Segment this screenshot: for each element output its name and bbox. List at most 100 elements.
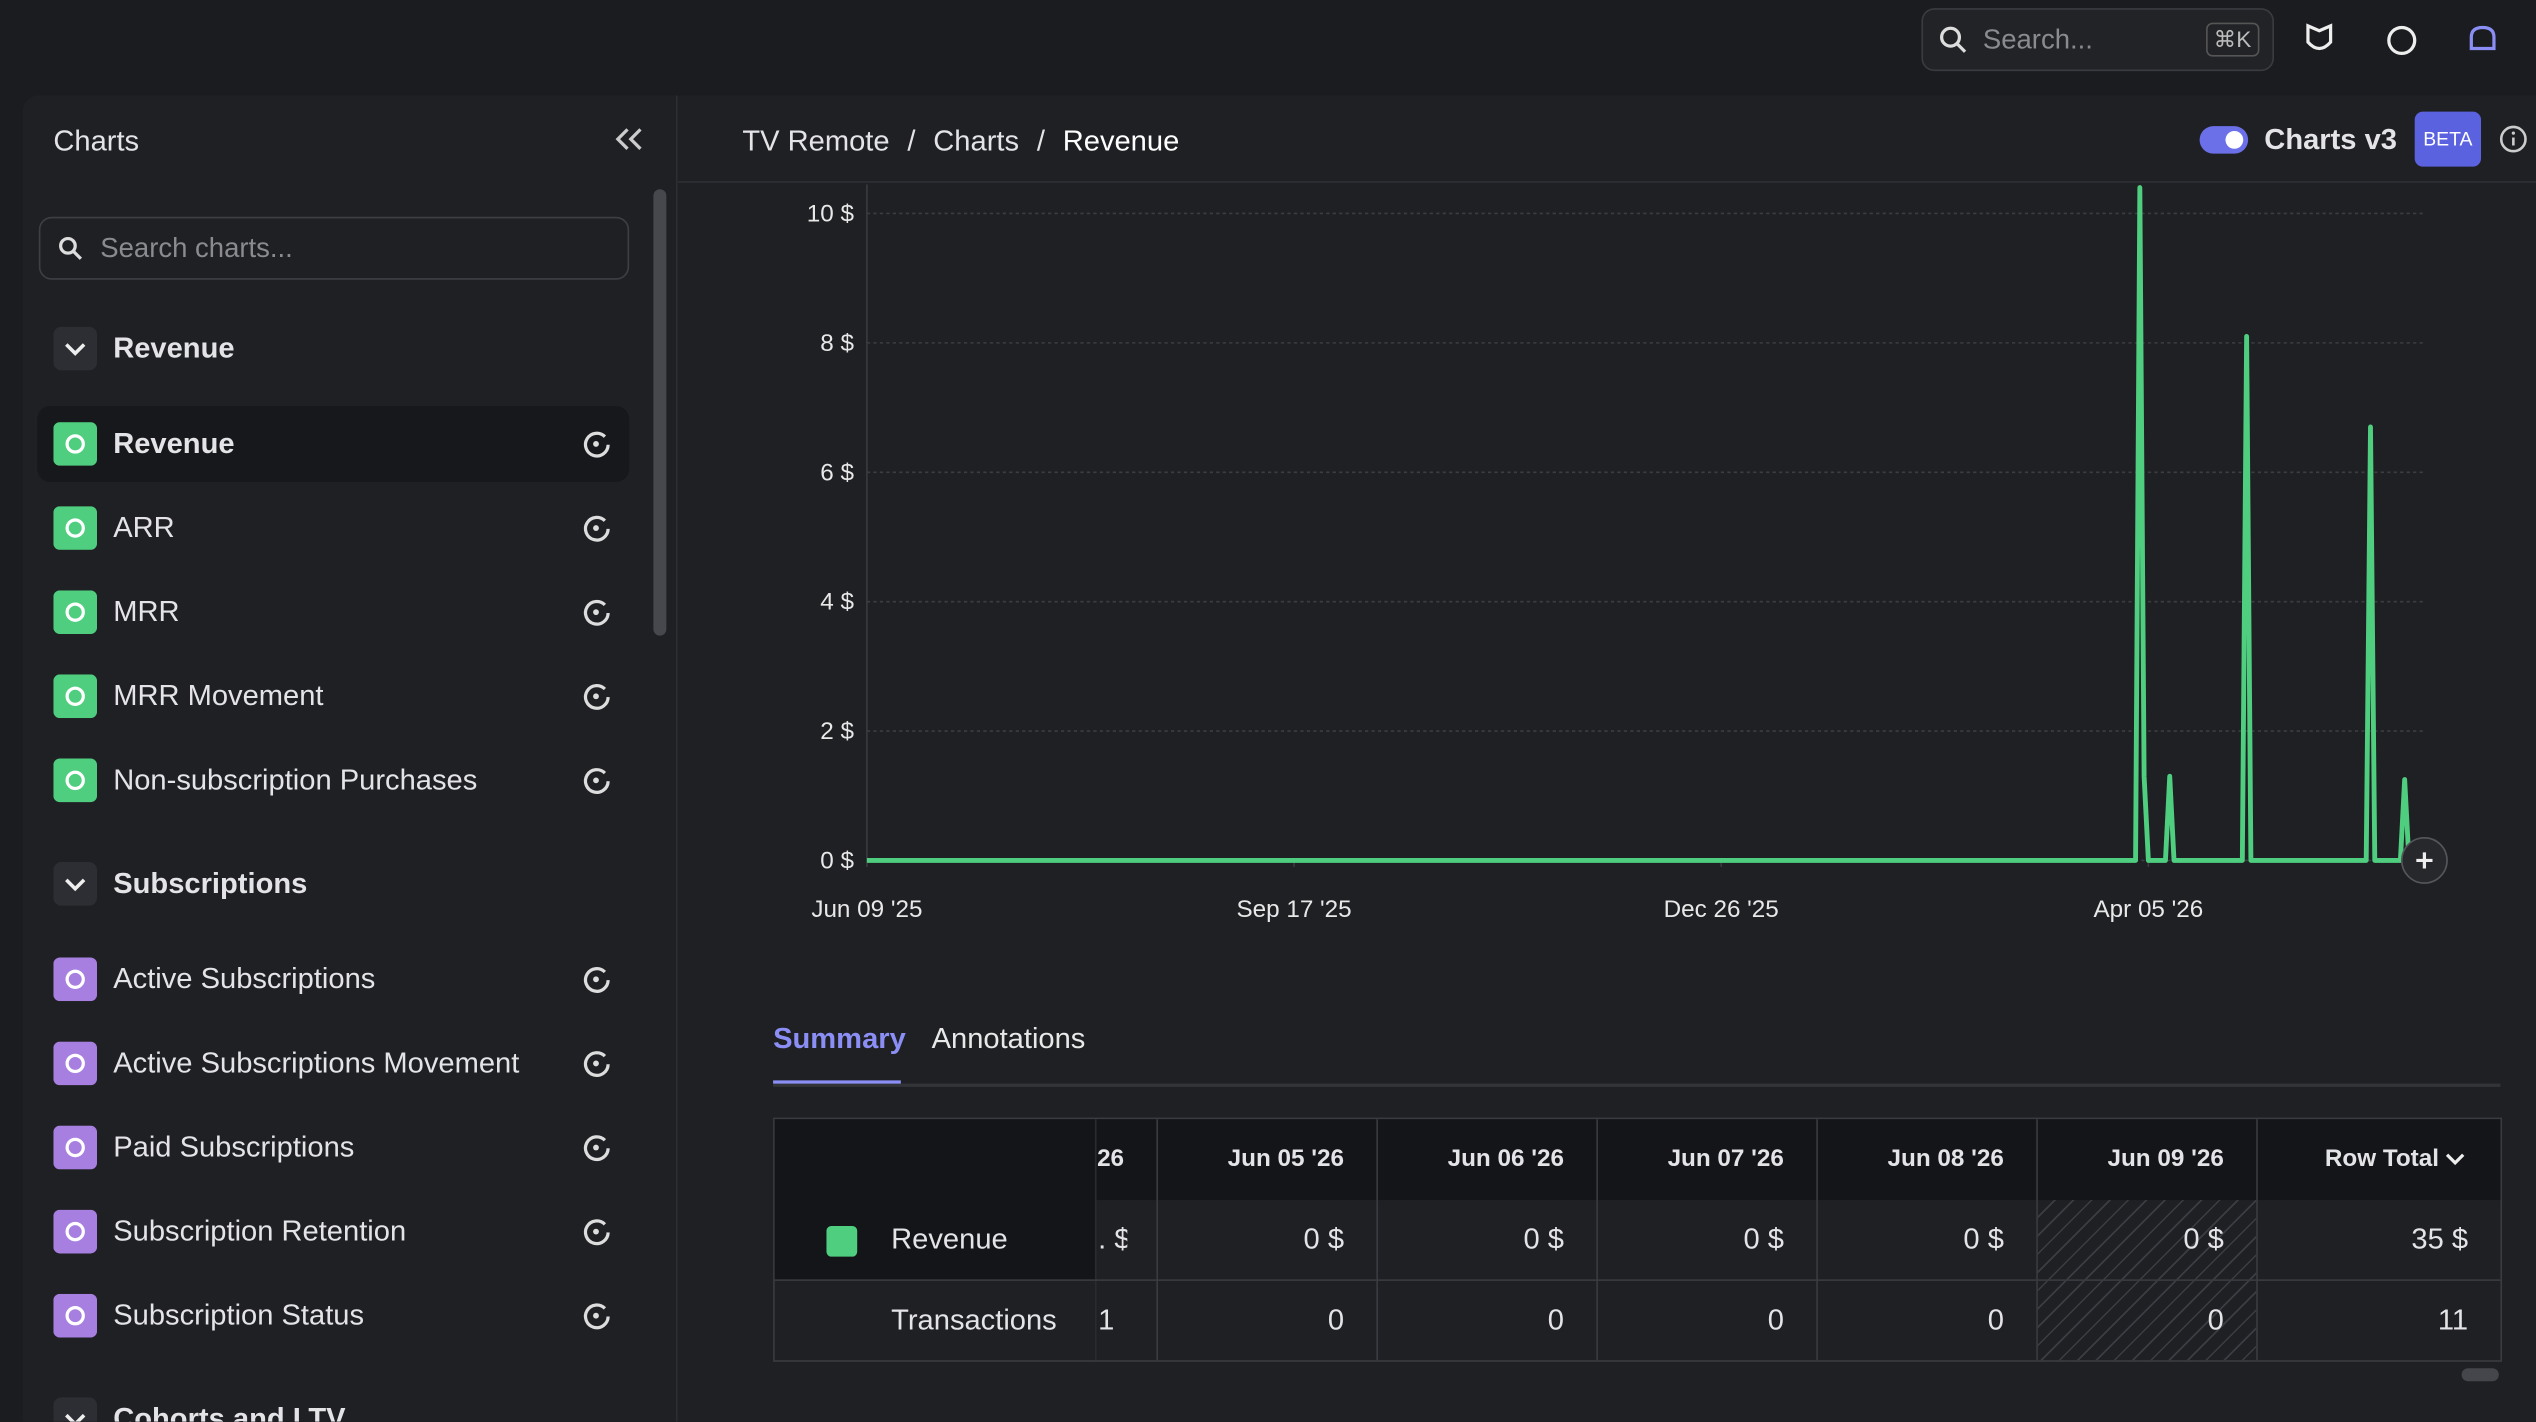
col-border (1596, 1119, 1598, 1361)
toggle-label: Charts v3 (2264, 122, 2397, 156)
section-title[interactable]: Revenue (113, 331, 235, 364)
search-placeholder: Search... (1982, 24, 2093, 55)
refresh-dot (593, 525, 599, 531)
row-label: Revenue (891, 1222, 1008, 1256)
icon-glyph (65, 434, 85, 454)
col-border (1816, 1119, 1818, 1361)
summary-table: 26 Jun 05 '26 Jun 06 '26 Jun 07 '26 Jun 08 '… (773, 1117, 2503, 1362)
refresh-dot (593, 777, 599, 784)
help-icon[interactable] (2387, 25, 2417, 55)
y-tick-label: 10 $ (807, 201, 855, 228)
chart-item[interactable]: Revenue (113, 426, 235, 460)
breadcrumb: TV Remote / Charts / Revenue (742, 125, 1179, 159)
breadcrumb-item[interactable]: TV Remote (742, 124, 890, 157)
refresh-dot (593, 609, 599, 616)
sort-icon[interactable] (2444, 1152, 2467, 1168)
chevron (2445, 1153, 2465, 1166)
icon-glyph (65, 686, 85, 706)
chart-item[interactable]: Paid Subscriptions (113, 1130, 355, 1163)
icon-glyph (65, 1137, 85, 1158)
icon-bg (53, 590, 98, 635)
add-annotation[interactable] (2400, 836, 2448, 884)
y-tick-label: 8 $ (820, 330, 854, 357)
icon-bg (53, 422, 98, 466)
refresh-arc (583, 1135, 610, 1162)
tabs: Summary Annotations (773, 1019, 2501, 1087)
icon-bg (53, 1293, 98, 1338)
chart-item[interactable]: Subscription Status (113, 1298, 365, 1332)
column-header[interactable]: Jun 09 '26 (2107, 1145, 2224, 1173)
toggle[interactable] (2199, 126, 2249, 154)
y-tick-label: 6 $ (820, 459, 854, 486)
refresh-dot (593, 441, 599, 447)
refresh-arc (583, 684, 610, 710)
column-header[interactable]: 26 (1097, 1145, 1125, 1173)
shield-icon[interactable] (2306, 23, 2333, 51)
tab[interactable]: Summary (773, 1022, 906, 1055)
chart-item[interactable]: MRR Movement (113, 679, 324, 712)
refresh-arc (583, 768, 610, 794)
col-border (2036, 1119, 2038, 1361)
section-title[interactable]: Cohorts and LTV (113, 1402, 346, 1422)
bell-icon[interactable] (2469, 25, 2496, 51)
breadcrumb-item[interactable]: Charts (933, 124, 1020, 157)
col-border (2256, 1119, 2258, 1361)
refresh-icon (583, 768, 610, 794)
item-icon (53, 957, 98, 1002)
toggle-bg (53, 862, 98, 906)
tab[interactable]: Annotations (931, 1022, 1086, 1055)
chart-item[interactable]: ARR (113, 511, 175, 544)
refresh-arc (583, 515, 610, 542)
cell: . $ (1098, 1222, 1127, 1256)
cell: 0 (2207, 1303, 2224, 1336)
row-border (774, 1279, 2501, 1281)
chart-item[interactable]: Active Subscriptions (113, 962, 376, 995)
revenue-line (866, 185, 2412, 863)
icon-bg (53, 674, 98, 719)
info-icon[interactable] (2499, 125, 2531, 157)
search-placeholder: Search charts... (100, 232, 293, 264)
tab-underline (773, 1080, 901, 1084)
chart-search[interactable]: Search charts... (38, 216, 630, 280)
chart-item[interactable]: MRR (113, 595, 180, 628)
refresh-arc (583, 967, 610, 993)
chart-item[interactable]: Non-subscription Purchases (113, 763, 478, 796)
icon-bg (53, 1041, 98, 1086)
cell: 1 (1098, 1303, 1115, 1336)
icon-bg (53, 506, 98, 550)
item-icon (53, 1125, 98, 1170)
legend-swatch (826, 1225, 858, 1257)
item-icon (53, 506, 98, 550)
section-title[interactable]: Subscriptions (113, 866, 308, 900)
search-icon (59, 236, 83, 260)
refresh-icon (583, 599, 610, 626)
header-bg (774, 1119, 2501, 1201)
column-header[interactable]: Jun 08 '26 (1887, 1145, 2004, 1173)
section-toggle (53, 862, 98, 906)
collapse-button[interactable] (615, 126, 644, 152)
refresh-dot (593, 1060, 599, 1067)
icon-glyph (65, 969, 85, 990)
refresh-icon (583, 967, 610, 993)
refresh-arc (583, 431, 610, 458)
separator: / (907, 124, 916, 157)
chart: 0 $ 2 $ 4 $ 6 $ 8 $ 10 $ Jun 09 '25 Sep 17 '25 D… (807, 184, 2448, 923)
beta-badge: BETA (2414, 111, 2482, 167)
chart-item[interactable]: Active Subscriptions Movement (113, 1046, 520, 1079)
refresh-dot (593, 1228, 599, 1235)
global-search[interactable]: Search... ⌘K (1921, 8, 2274, 72)
column-header[interactable]: Jun 07 '26 (1667, 1145, 1784, 1173)
x-tick-label: Jun 09 '25 (811, 896, 922, 923)
separator: / (1036, 124, 1045, 157)
column-header[interactable]: Jun 05 '26 (1227, 1145, 1345, 1173)
column-header[interactable]: Row Total (2324, 1145, 2439, 1173)
plus (2416, 852, 2433, 869)
chevron (65, 878, 86, 892)
refresh-arc (583, 1303, 610, 1330)
column-header[interactable]: Jun 06 '26 (1447, 1145, 1564, 1173)
chart-item[interactable]: Subscription Retention (113, 1214, 407, 1247)
refresh-arc (583, 1219, 610, 1246)
refresh-icon (583, 515, 610, 542)
refresh-dot (593, 1312, 599, 1319)
item-icon (53, 422, 98, 466)
